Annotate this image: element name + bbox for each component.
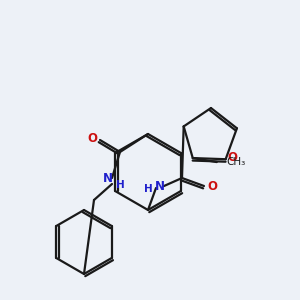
Text: O: O bbox=[207, 181, 217, 194]
Text: O: O bbox=[228, 151, 238, 164]
Text: N: N bbox=[155, 181, 165, 194]
Text: N: N bbox=[103, 172, 113, 185]
Text: CH₃: CH₃ bbox=[227, 157, 246, 167]
Text: H: H bbox=[144, 184, 152, 194]
Text: O: O bbox=[87, 131, 97, 145]
Text: H: H bbox=[116, 180, 124, 190]
